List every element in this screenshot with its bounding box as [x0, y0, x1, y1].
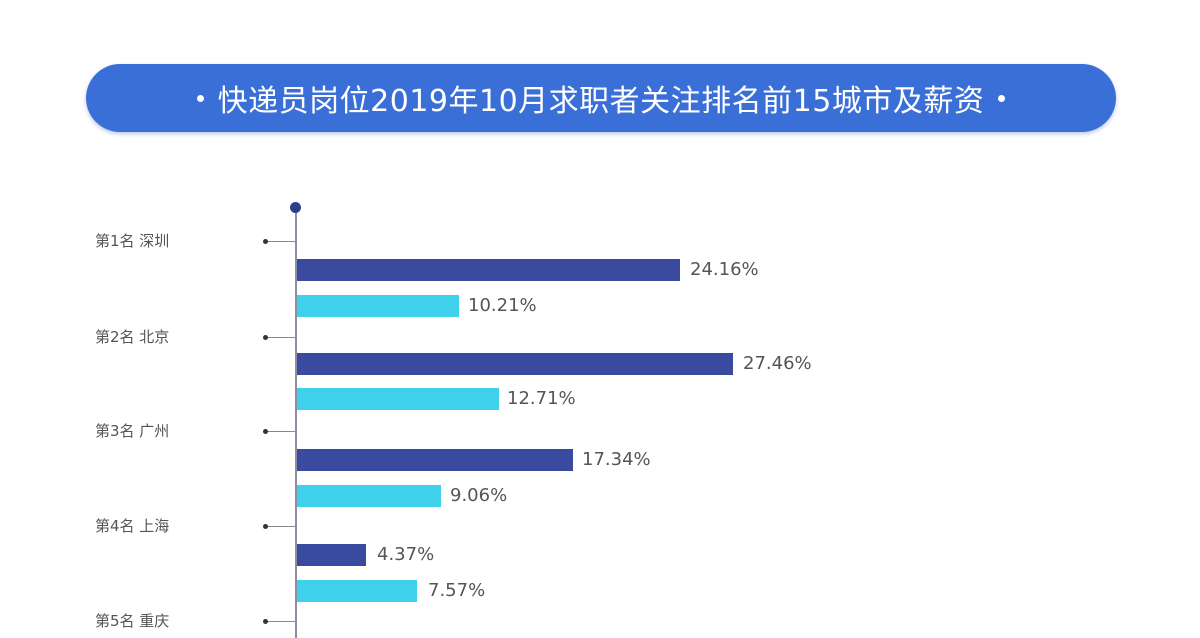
- category-label: 第1名 深圳: [95, 232, 170, 250]
- value-label: 10.21%: [468, 295, 537, 316]
- bar-dark-shanghai: [297, 544, 366, 566]
- bar-dark-shenzhen: [297, 259, 680, 281]
- bar-light-shanghai: [297, 580, 417, 602]
- value-label: 24.16%: [690, 259, 759, 280]
- bar-dark-beijing: [297, 353, 733, 375]
- category-tick: [266, 241, 295, 242]
- category-label: 第2名 北京: [95, 328, 170, 346]
- tick-dot-icon: [263, 335, 268, 340]
- y-axis-line: [295, 208, 297, 638]
- value-label: 9.06%: [450, 485, 508, 506]
- value-label: 27.46%: [743, 353, 812, 374]
- bar-light-guangzhou: [297, 485, 441, 507]
- tick-dot-icon: [263, 619, 268, 624]
- category-tick: [266, 337, 295, 338]
- bar-dark-guangzhou: [297, 449, 573, 471]
- value-label: 7.57%: [428, 580, 486, 601]
- bullet-dot-icon: [196, 94, 204, 102]
- tick-dot-icon: [263, 239, 268, 244]
- value-label: 4.37%: [377, 544, 435, 565]
- category-tick: [266, 621, 295, 622]
- bar-light-shenzhen: [297, 295, 459, 317]
- tick-dot-icon: [263, 524, 268, 529]
- bullet-dot-icon: [998, 94, 1006, 102]
- category-label: 第4名 上海: [95, 517, 170, 535]
- category-tick: [266, 526, 295, 527]
- value-label: 17.34%: [582, 449, 651, 470]
- bar-light-beijing: [297, 388, 499, 410]
- chart-title-text: 快递员岗位2019年10月求职者关注排名前15城市及薪资: [217, 84, 985, 119]
- category-label: 第5名 重庆: [95, 612, 170, 630]
- axis-top-dot-icon: [290, 202, 301, 213]
- tick-dot-icon: [263, 429, 268, 434]
- value-label: 12.71%: [507, 388, 576, 409]
- category-label: 第3名 广州: [95, 422, 170, 440]
- category-tick: [266, 431, 295, 432]
- chart-title: 快递员岗位2019年10月求职者关注排名前15城市及薪资: [86, 64, 1116, 132]
